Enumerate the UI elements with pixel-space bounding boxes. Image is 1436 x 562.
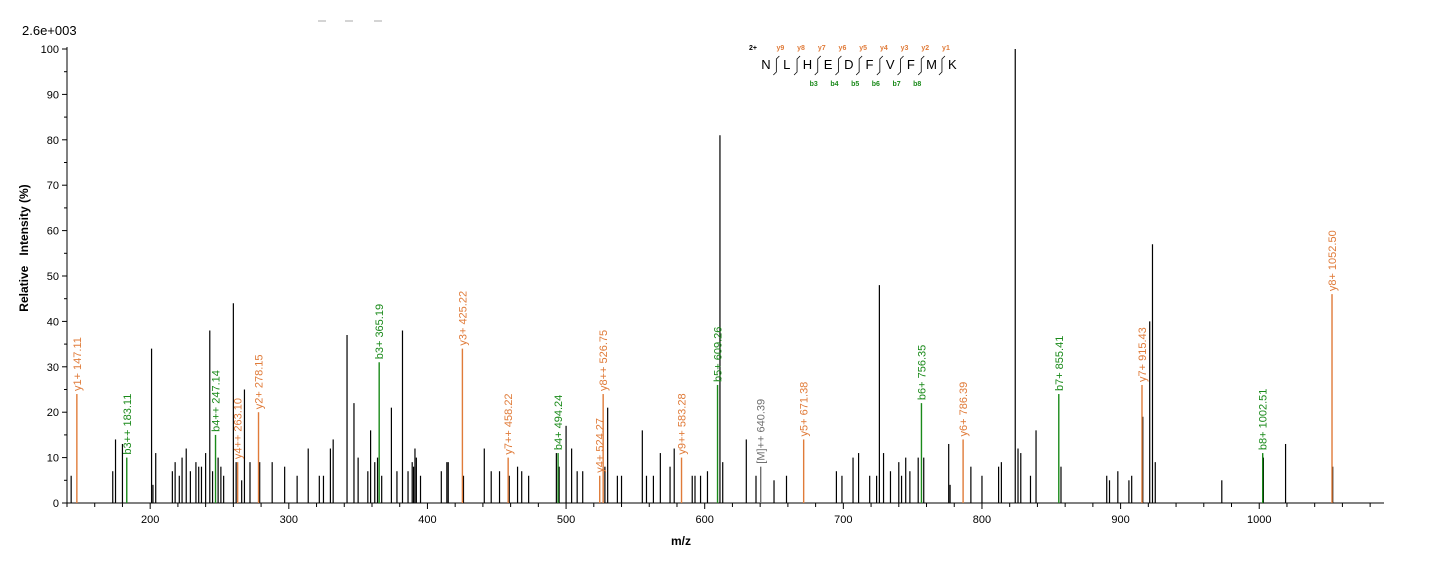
y-axis-title: Relative Intensity (%)	[17, 184, 31, 311]
y-tick-label: 100	[41, 44, 59, 56]
peak-annotation: b8+ 1002.51	[1258, 389, 1270, 450]
x-tick-label: 400	[418, 514, 436, 526]
b-ion-marker: b4	[830, 81, 838, 88]
peak-annotation: y1+ 147.11	[72, 337, 84, 391]
x-tick-label: 500	[557, 514, 575, 526]
y-axis-ticks: 0 10 20 30 40 50 60 70 80 90 100	[41, 44, 67, 510]
peak-annotation: [M]++ 640.39	[756, 399, 768, 464]
y-tick-label: 0	[53, 498, 59, 510]
y-ion-marker: y2	[921, 45, 929, 52]
y-tick-label: 50	[47, 271, 59, 283]
y-ion-marker: y3	[901, 45, 909, 52]
y-tick-label: 60	[47, 226, 59, 238]
peak-annotation: y7+ 915.43	[1137, 327, 1149, 382]
cleavage-bracket	[938, 55, 946, 76]
peak-annotation: y4+ 524.27	[595, 418, 607, 473]
sequence-residue: H	[803, 57, 812, 72]
x-axis-ticks: 200 300 400 500 600 700 800 900 1000	[66, 503, 1371, 526]
peak-annotation: y8+ 1052.50	[1327, 230, 1339, 291]
peak-annotation: y3+ 425.22	[457, 291, 469, 346]
y-tick-label: 10	[47, 453, 59, 465]
b-ion-marker: b8	[913, 81, 921, 88]
peak-annotation: b3+ 365.19	[374, 304, 386, 359]
sequence-residue: F	[907, 57, 915, 72]
y-tick-label: 70	[47, 180, 59, 192]
cleavage-bracket	[793, 55, 801, 76]
cleavage-bracket	[773, 55, 780, 76]
peak-annotation: y2+ 278.15	[254, 354, 266, 409]
x-tick-label: 200	[141, 514, 159, 526]
peak-annotation: y9++ 583.28	[677, 393, 689, 454]
cleavage-bracket	[917, 55, 925, 76]
y-ion-marker: y5	[859, 45, 867, 52]
y-tick-label: 20	[47, 407, 59, 419]
peak-annotation: b6+ 756.35	[916, 345, 928, 400]
b-ion-marker: b7	[892, 81, 900, 88]
peak-annotation: b4++ 247.14	[211, 370, 223, 432]
precursor-charge: 2+	[749, 45, 757, 52]
sequence-residue: K	[948, 57, 957, 72]
y-tick-label: 40	[47, 316, 59, 328]
y-tick-label: 30	[47, 362, 59, 374]
annotated-peaks: y1+ 147.11 b3++ 183.11 b4++ 247.14 y4++ 263…	[72, 230, 1339, 503]
sequence-residue: D	[844, 57, 853, 72]
x-tick-label: 1000	[1247, 514, 1271, 526]
sequence-residue: M	[926, 57, 937, 72]
b-ion-marker: b6	[872, 81, 880, 88]
cleavage-bracket	[855, 55, 863, 76]
x-tick-label: 900	[1111, 514, 1129, 526]
y-tick-label: 80	[47, 135, 59, 147]
sequence-residue: F	[866, 57, 874, 72]
y-tick-label: 90	[47, 89, 59, 101]
x-tick-label: 700	[834, 514, 852, 526]
peak-annotation: b5+ 609.26	[713, 327, 725, 382]
x-tick-label: 300	[280, 514, 298, 526]
cleavage-bracket	[835, 55, 842, 76]
peak-annotation: y8++ 526.75	[598, 330, 610, 391]
x-tick-label: 800	[973, 514, 991, 526]
peak-annotation: y6+ 786.39	[958, 382, 970, 437]
y-ion-marker: y1	[942, 45, 950, 52]
peak-annotation: y7++ 458.22	[503, 393, 515, 454]
y-ion-marker: y6	[839, 45, 847, 52]
peak-annotation: b4+ 494.24	[553, 395, 565, 450]
peak-annotation: y5+ 671.38	[799, 382, 811, 437]
b-ion-marker: b5	[851, 81, 859, 88]
y-ion-marker: y9	[776, 45, 784, 52]
cleavage-bracket	[897, 55, 904, 76]
sequence-residue: E	[824, 57, 833, 72]
y-ion-marker: y4	[880, 45, 888, 52]
peak-annotation: y4++ 263.10	[233, 398, 245, 459]
y-ion-marker: y8	[797, 45, 805, 52]
intensity-scale-label: 2.6e+003	[22, 23, 77, 38]
cleavage-bracket	[876, 55, 884, 76]
x-axis-title: m/z	[671, 534, 691, 548]
peak-annotation: b3++ 183.11	[122, 394, 134, 455]
peak-annotation: b7+ 855.41	[1054, 336, 1066, 391]
b-ion-marker: b3	[810, 81, 818, 88]
cleavage-bracket	[814, 55, 822, 76]
x-tick-label: 600	[696, 514, 714, 526]
sequence-residue: V	[886, 57, 895, 72]
y-ion-marker: y7	[818, 45, 826, 52]
sequence-residue: N	[761, 57, 770, 72]
sequence-residue: L	[783, 57, 790, 72]
unassigned-peaks	[70, 49, 1334, 503]
